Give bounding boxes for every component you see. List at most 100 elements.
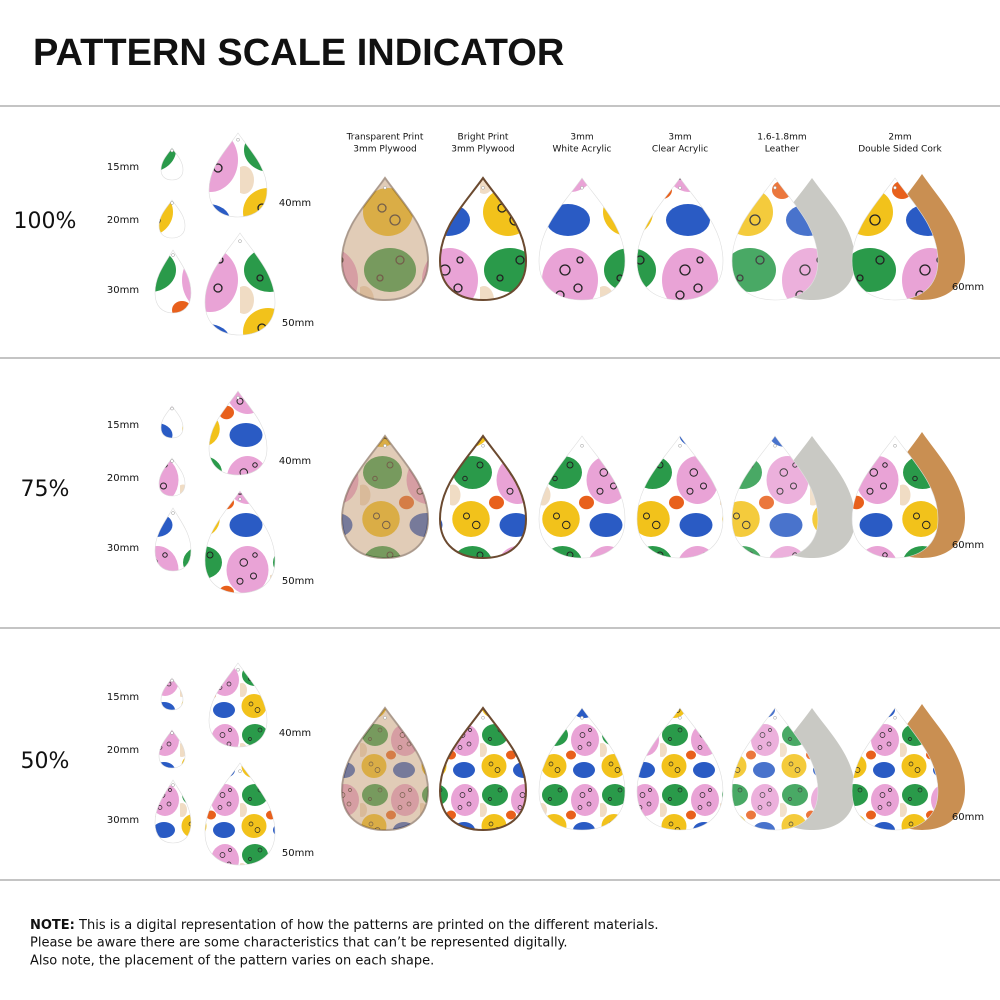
size-label: 60mm xyxy=(952,282,984,293)
size-label: 50mm xyxy=(282,848,314,859)
earring-shape xyxy=(158,199,186,239)
hole xyxy=(383,186,387,190)
title: PATTERN SCALE INDICATOR xyxy=(33,32,564,74)
material-name: 1.6-1.8mm xyxy=(757,133,806,143)
size-label: 20mm xyxy=(107,745,139,756)
earring-shape xyxy=(636,707,724,831)
material-name: 3mm Plywood xyxy=(353,145,416,155)
hole xyxy=(170,731,174,735)
material-tint xyxy=(732,436,818,558)
hole xyxy=(481,186,485,190)
note-text: This is a digital representation of how … xyxy=(75,918,659,933)
size-label: 60mm xyxy=(952,812,984,823)
earring-shape xyxy=(208,132,268,218)
size-label: 50mm xyxy=(282,576,314,587)
size-label: 30mm xyxy=(107,285,139,296)
hole xyxy=(238,239,242,243)
material-name: Transparent Print xyxy=(346,133,424,143)
hole xyxy=(580,444,584,448)
note-line: NOTE: This is a digital representation o… xyxy=(30,918,659,933)
size-label: 40mm xyxy=(279,728,311,739)
hole xyxy=(171,253,175,257)
scale-label: 75% xyxy=(21,477,70,502)
hole xyxy=(678,716,682,720)
hole xyxy=(236,395,240,400)
earring-shape xyxy=(158,457,186,497)
note-label: NOTE: xyxy=(30,918,75,933)
size-label: 15mm xyxy=(107,420,139,431)
earring-shape xyxy=(160,405,184,439)
earring-shape xyxy=(158,729,186,769)
hole xyxy=(383,716,387,720)
hole xyxy=(170,201,174,205)
hole xyxy=(893,444,897,448)
earring-shape xyxy=(851,435,939,559)
earring-shape xyxy=(851,707,939,831)
earring-shape xyxy=(538,177,626,301)
material-tint xyxy=(340,176,430,302)
hole xyxy=(580,716,584,720)
size-label: 40mm xyxy=(279,198,311,209)
note-line: Please be aware there are some character… xyxy=(30,936,568,951)
size-label: 60mm xyxy=(952,540,984,551)
hole xyxy=(238,497,242,501)
hole xyxy=(170,148,174,153)
hole xyxy=(236,667,240,672)
material-name: White Acrylic xyxy=(553,145,612,155)
earring-shape xyxy=(731,707,819,831)
hole xyxy=(171,511,175,515)
size-label: 20mm xyxy=(107,215,139,226)
hole xyxy=(678,186,682,190)
material-tint xyxy=(438,706,528,832)
size-label: 15mm xyxy=(107,692,139,703)
size-label: 15mm xyxy=(107,162,139,173)
hole xyxy=(773,186,777,190)
earring-shape xyxy=(154,779,192,844)
earring-shape xyxy=(851,177,939,301)
size-label: 30mm xyxy=(107,543,139,554)
size-label: 50mm xyxy=(282,318,314,329)
material-tint xyxy=(340,434,430,560)
earring-shape xyxy=(160,147,184,181)
hole xyxy=(170,459,174,463)
hole xyxy=(773,716,777,720)
hole xyxy=(236,137,240,142)
earring-shape xyxy=(439,707,527,831)
material-tint xyxy=(340,706,430,832)
hole xyxy=(481,444,485,448)
size-label: 20mm xyxy=(107,473,139,484)
earring-shape xyxy=(439,177,527,301)
hole xyxy=(383,444,387,448)
scale-label: 100% xyxy=(14,209,77,234)
material-tint xyxy=(732,178,818,300)
material-name: Clear Acrylic xyxy=(652,145,708,155)
earring-shape xyxy=(154,507,192,572)
material-name: Double Sided Cork xyxy=(858,145,942,155)
earring-shape xyxy=(538,707,626,831)
earring-shape xyxy=(208,662,268,748)
hole xyxy=(170,406,174,411)
earring-shape xyxy=(204,232,276,336)
hole xyxy=(170,678,174,683)
earring-shape xyxy=(731,435,819,559)
material-name: Leather xyxy=(765,145,800,155)
earring-shape xyxy=(204,490,276,594)
hole xyxy=(893,186,897,190)
material-tint xyxy=(438,176,528,302)
hole xyxy=(678,444,682,448)
material-name: 3mm xyxy=(570,133,593,143)
hole xyxy=(238,769,242,773)
earring-shape xyxy=(636,435,724,559)
material-name: 2mm xyxy=(888,133,911,143)
size-label: 40mm xyxy=(279,456,311,467)
earring-shape xyxy=(636,177,724,301)
hole xyxy=(580,186,584,190)
earring-shape xyxy=(208,390,268,476)
size-label: 30mm xyxy=(107,815,139,826)
hole xyxy=(171,783,175,787)
note-line: Also note, the placement of the pattern … xyxy=(30,954,434,969)
hole xyxy=(481,716,485,720)
material-tint xyxy=(732,708,818,830)
earring-shape xyxy=(160,677,184,711)
